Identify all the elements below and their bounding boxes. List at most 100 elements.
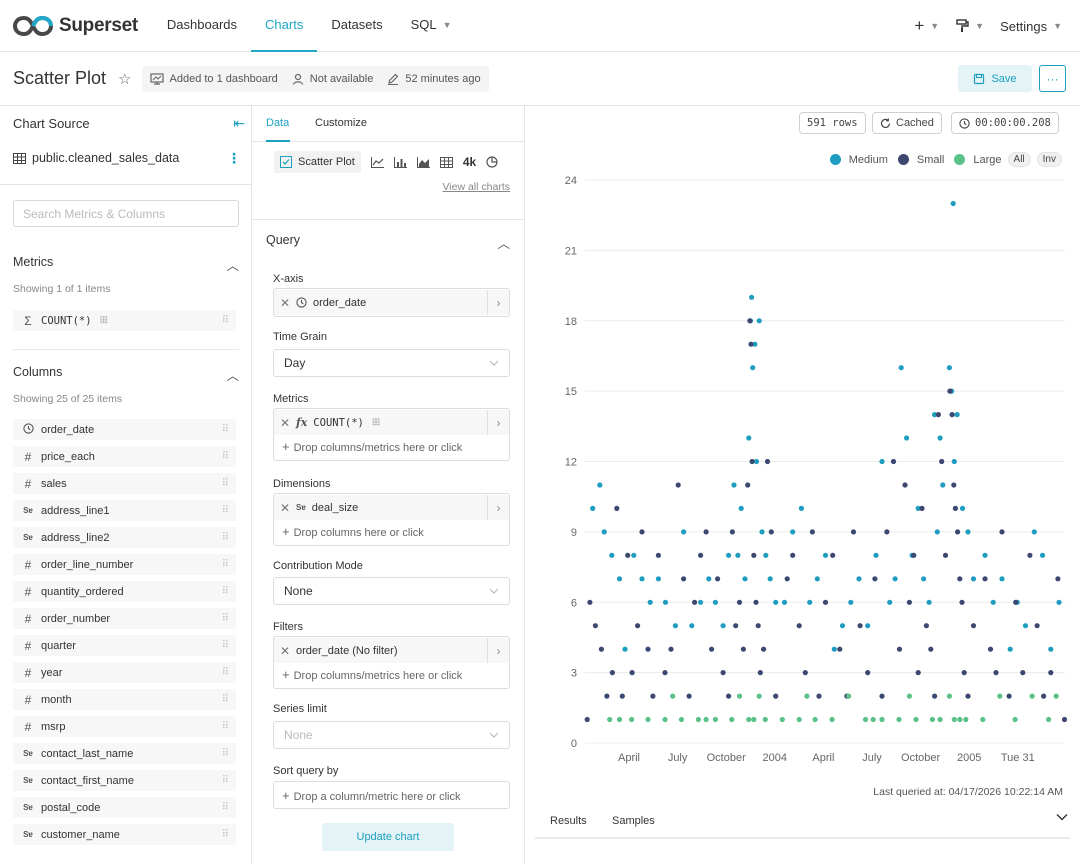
scatter-point-large[interactable] [937, 716, 943, 723]
scatter-point-small[interactable] [942, 552, 949, 558]
scatter-point-small[interactable] [872, 576, 878, 582]
scatter-point-small[interactable] [850, 529, 857, 535]
scatter-point-small[interactable] [761, 646, 767, 652]
scatter-point-small[interactable] [650, 693, 656, 699]
column-item[interactable]: # sales ⠿ [13, 473, 236, 494]
remove-icon[interactable]: ✕ [279, 500, 291, 515]
scatter-point-medium[interactable] [865, 623, 871, 629]
drag-handle-icon[interactable]: ⠿ [221, 802, 229, 813]
scatter-point-small[interactable] [790, 552, 796, 558]
scatter-point-medium[interactable] [706, 576, 712, 582]
scatter-point-small[interactable] [939, 458, 945, 465]
metrics-drop-zone[interactable]: + Drop columns/metrics here or click [282, 439, 462, 454]
chevron-right-icon[interactable]: › [487, 638, 509, 663]
scatter-point-small[interactable] [662, 670, 668, 676]
remove-icon[interactable]: ✕ [279, 415, 291, 430]
column-item[interactable]: # price_each ⠿ [13, 446, 236, 467]
scatter-point-medium[interactable] [940, 482, 946, 488]
chart-title[interactable]: Scatter Plot [13, 68, 107, 88]
scatter-point-small[interactable] [957, 576, 963, 582]
scatter-point-medium[interactable] [767, 576, 773, 582]
scatter-point-medium[interactable] [631, 552, 637, 558]
scatter-point-small[interactable] [915, 670, 921, 676]
column-item[interactable]: Sɐ contact_first_name ⠿ [13, 770, 236, 791]
legend-item-small[interactable]: Small [897, 154, 944, 166]
search-metrics-input[interactable]: Search Metrics & Columns [13, 200, 239, 227]
scatter-point-medium[interactable] [773, 599, 779, 605]
scatter-point-large[interactable] [779, 716, 785, 723]
scatter-point-medium[interactable] [990, 599, 996, 605]
scatter-point-small[interactable] [802, 670, 808, 676]
scatter-point-large[interactable] [1046, 716, 1052, 723]
scatter-point-large[interactable] [829, 716, 835, 723]
chevron-right-icon[interactable]: › [487, 290, 509, 315]
drag-handle-icon[interactable]: ⠿ [221, 829, 229, 840]
drag-handle-icon[interactable]: ⠿ [221, 640, 229, 651]
column-item[interactable]: # quantity_ordered ⠿ [13, 581, 236, 602]
scatter-point-large[interactable] [896, 716, 902, 723]
scatter-point-medium[interactable] [750, 365, 756, 371]
scatter-point-small[interactable] [748, 341, 754, 347]
scatter-point-medium[interactable] [752, 341, 758, 347]
scatter-point-small[interactable] [764, 458, 771, 465]
scatter-point-small[interactable] [857, 623, 863, 629]
scatter-point-medium[interactable] [873, 552, 879, 558]
scatter-point-medium[interactable] [726, 552, 732, 558]
drag-handle-icon[interactable]: ⠿ [221, 694, 229, 705]
metric-item[interactable]: Σ COUNT(*) ⊞ ⠿ [13, 310, 236, 331]
scatter-point-medium[interactable] [655, 576, 661, 582]
star-icon[interactable]: ☆ [118, 70, 132, 88]
scatter-point-large[interactable] [929, 716, 935, 723]
column-item[interactable]: Sɐ address_line1 ⠿ [13, 500, 236, 521]
scatter-point-small[interactable] [987, 646, 994, 652]
scatter-point-large[interactable] [751, 716, 757, 723]
scatter-point-small[interactable] [822, 599, 829, 605]
scatter-point-small[interactable] [879, 693, 885, 699]
column-item[interactable]: # year ⠿ [13, 662, 236, 683]
scatter-point-medium[interactable] [749, 294, 755, 300]
drag-handle-icon[interactable]: ⠿ [221, 721, 229, 732]
drag-handle-icon[interactable]: ⠿ [221, 315, 229, 326]
nav-sql[interactable]: SQL ▼ [397, 0, 466, 52]
scatter-point-medium[interactable] [822, 552, 829, 558]
save-button[interactable]: Save [958, 65, 1032, 92]
scatter-point-large[interactable] [812, 716, 818, 723]
dataset-selector[interactable]: public.cleaned_sales_data ⋮ [13, 150, 245, 166]
scatter-point-large[interactable] [862, 716, 869, 723]
scatter-point-small[interactable] [965, 693, 971, 699]
xaxis-control[interactable]: ✕ order_date › [273, 288, 510, 317]
scatter-point-small[interactable] [740, 646, 746, 652]
scatter-point-small[interactable] [715, 576, 721, 582]
scatter-point-small[interactable] [947, 388, 953, 394]
scatter-point-small[interactable] [655, 552, 661, 558]
columns-section-header[interactable]: Columns ︿ [13, 365, 239, 384]
scatter-point-small[interactable] [911, 552, 917, 558]
scatter-point-medium[interactable] [1031, 529, 1037, 535]
scatter-point-large[interactable] [1029, 693, 1035, 699]
scatter-point-large[interactable] [736, 693, 743, 699]
drag-handle-icon[interactable]: ⠿ [221, 478, 229, 489]
filters-drop-zone[interactable]: + Drop columns/metrics here or click [282, 667, 462, 682]
scatter-point-small[interactable] [982, 576, 988, 582]
cached-badge[interactable]: Cached [872, 112, 942, 134]
scatter-point-small[interactable] [902, 482, 908, 488]
scatter-point-large[interactable] [980, 716, 986, 723]
scatter-point-medium[interactable] [738, 505, 744, 511]
scatter-point-medium[interactable] [879, 458, 885, 465]
scatter-point-medium[interactable] [807, 599, 813, 605]
scatter-point-small[interactable] [796, 623, 802, 629]
dimensions-control[interactable]: ✕ Sɐ deal_size › + Drop columns here or c… [273, 493, 510, 546]
drag-handle-icon[interactable]: ⠿ [221, 586, 229, 597]
scatter-point-small[interactable] [686, 693, 692, 699]
scatter-point-small[interactable] [919, 505, 925, 511]
scatter-point-small[interactable] [1061, 716, 1068, 723]
scatter-point-small[interactable] [639, 529, 645, 535]
scatter-point-large[interactable] [951, 716, 957, 723]
scatter-point-small[interactable] [584, 716, 590, 723]
scatter-point-small[interactable] [614, 505, 620, 511]
scatter-point-small[interactable] [1055, 576, 1061, 582]
scatter-point-large[interactable] [870, 716, 876, 723]
scatter-point-small[interactable] [768, 529, 774, 535]
scatter-point-small[interactable] [837, 646, 843, 652]
time-grain-select[interactable]: Day [273, 349, 510, 377]
